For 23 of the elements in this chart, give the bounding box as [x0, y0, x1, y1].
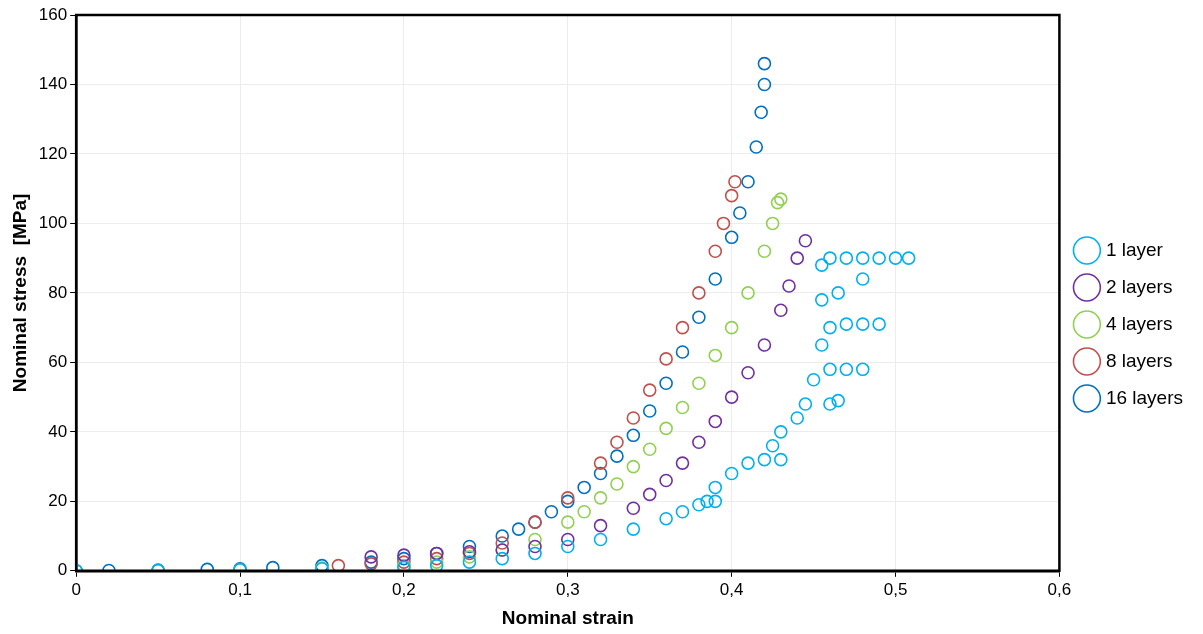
legend-label: 16 layers: [1105, 386, 1184, 408]
y-tick-label: 120: [38, 143, 68, 163]
x-axis-title: Nominal strain: [501, 606, 634, 628]
legend-label: 4 layers: [1105, 312, 1173, 334]
y-tick-label: 20: [48, 491, 68, 511]
x-tick-label: 0,5: [883, 579, 908, 599]
y-tick-label: 60: [48, 352, 68, 372]
legend-label: 8 layers: [1105, 349, 1173, 371]
legend-label: 1 layer: [1105, 238, 1164, 260]
legend-label: 2 layers: [1105, 275, 1173, 297]
y-tick-label: 0: [57, 560, 68, 580]
x-tick-label: 0,1: [228, 579, 252, 599]
x-tick-label: 0,3: [555, 579, 580, 599]
y-axis-title: Nominal stress [MPa]: [8, 193, 30, 393]
x-tick-label: 0: [71, 579, 81, 599]
y-tick-label: 140: [38, 74, 68, 94]
x-tick-label: 0,4: [719, 579, 744, 599]
y-tick-label: 80: [48, 282, 68, 302]
x-tick-label: 0,6: [1047, 579, 1072, 599]
y-tick-label: 160: [38, 4, 68, 24]
y-tick-label: 100: [38, 213, 68, 233]
x-tick-label: 0,2: [392, 579, 416, 599]
y-tick-label: 40: [48, 421, 68, 441]
